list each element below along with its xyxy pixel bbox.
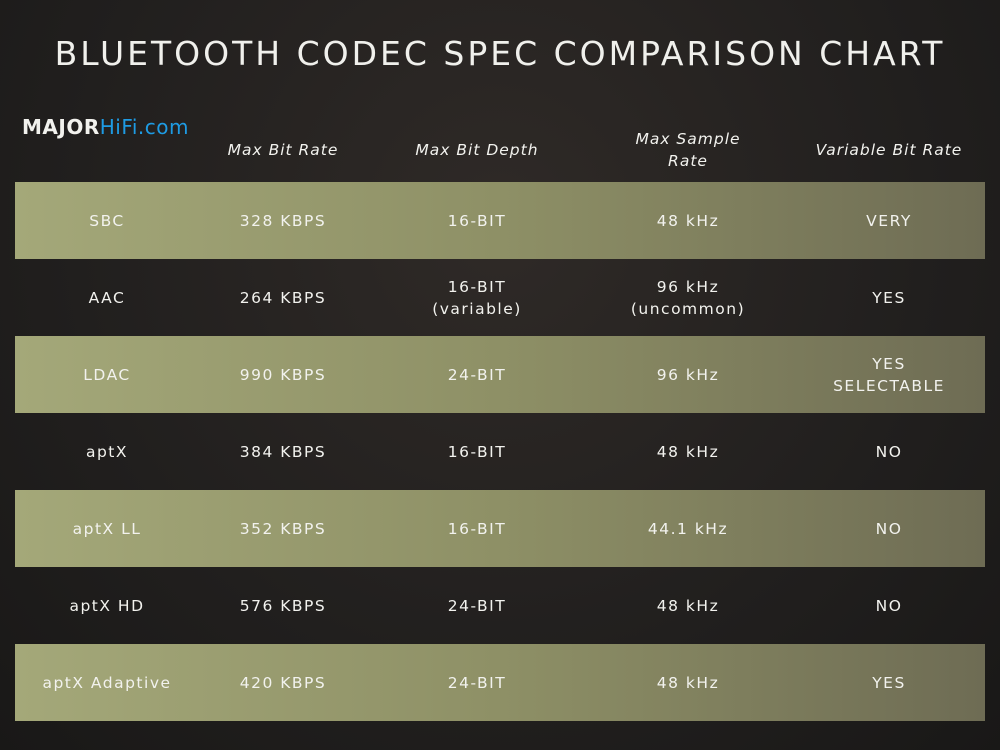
- table-cell: 96 kHz: [656, 365, 720, 384]
- codec-name: aptX HD: [69, 596, 145, 615]
- table-cell: 420 KBPS: [239, 673, 327, 692]
- codec-name: SBC: [89, 211, 125, 230]
- codec-name: LDAC: [83, 365, 131, 384]
- table-cell: 48 kHz: [656, 673, 720, 692]
- table-cell: NO: [875, 596, 903, 615]
- table-cell: 48 kHz: [656, 596, 720, 615]
- table-cell: 48 kHz: [656, 211, 720, 230]
- table-cell: 24-BIT: [447, 673, 507, 692]
- table-cell: 990 KBPS: [239, 365, 327, 384]
- table-cell: 16-BIT: [447, 519, 507, 538]
- column-header: Variable Bit Rate: [815, 141, 963, 159]
- codec-name: aptX: [85, 442, 129, 461]
- table-cell: 16-BIT: [447, 442, 507, 461]
- codec-name: AAC: [88, 288, 126, 307]
- table-cell: 328 KBPS: [239, 211, 327, 230]
- row-band: [15, 644, 985, 721]
- codec-name: aptX LL: [72, 519, 142, 538]
- table-cell: 16-BIT (variable): [432, 277, 522, 318]
- table-cell: 264 KBPS: [239, 288, 327, 307]
- table-cell: YES: [872, 673, 906, 692]
- row-band: [15, 336, 985, 413]
- logo-brand: MAJOR: [22, 115, 100, 139]
- column-header: Max Bit Depth: [415, 141, 539, 159]
- table-cell: 576 KBPS: [239, 596, 327, 615]
- codec-name: aptX Adaptive: [42, 673, 172, 692]
- table-cell: YES: [872, 288, 906, 307]
- column-header: Max Sample Rate: [635, 130, 741, 170]
- table-cell: 384 KBPS: [239, 442, 327, 461]
- column-header: Max Bit Rate: [227, 141, 339, 159]
- table-cell: YES SELECTABLE: [833, 354, 945, 395]
- row-band: [15, 490, 985, 567]
- table-cell: NO: [875, 442, 903, 461]
- row-band: [15, 182, 985, 259]
- table-cell: 16-BIT: [447, 211, 507, 230]
- title: BLUETOOTH CODEC SPEC COMPARISON CHART: [54, 34, 946, 73]
- logo-site: HiFi.com: [99, 115, 190, 139]
- table-cell: 44.1 kHz: [647, 519, 729, 538]
- table-cell: 24-BIT: [447, 596, 507, 615]
- table-cell: 352 KBPS: [239, 519, 327, 538]
- table-cell: 24-BIT: [447, 365, 507, 384]
- table-cell: VERY: [866, 211, 912, 230]
- table-cell: 48 kHz: [656, 442, 720, 461]
- table-cell: 96 kHz (uncommon): [630, 277, 746, 318]
- table-cell: NO: [875, 519, 903, 538]
- logo: MAJORHiFi.com: [22, 115, 189, 139]
